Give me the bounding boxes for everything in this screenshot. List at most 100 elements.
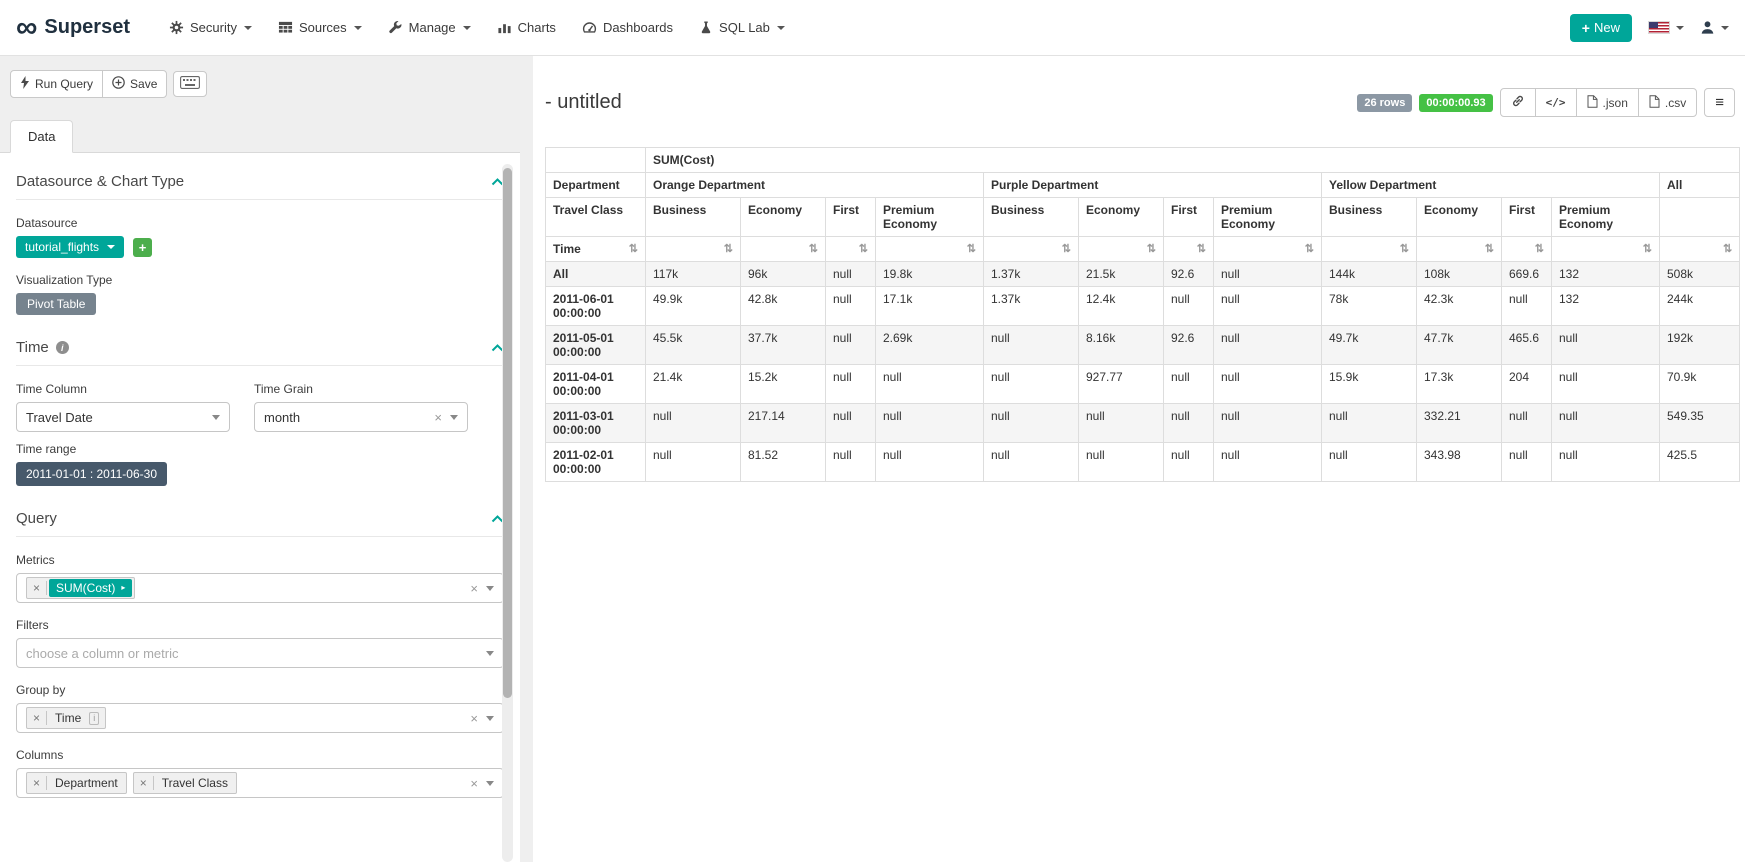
- sort-icon[interactable]: ⇅: [967, 242, 976, 255]
- sort-icon[interactable]: ⇅: [629, 242, 638, 255]
- panel-tabs: Data: [0, 120, 520, 153]
- table-cell: 37.7k: [741, 326, 826, 365]
- language-menu[interactable]: [1648, 21, 1684, 34]
- export-csv-button[interactable]: .csv: [1638, 88, 1697, 117]
- panel-scrollbar[interactable]: [502, 164, 513, 862]
- sort-icon[interactable]: ⇅: [809, 242, 818, 255]
- sort-header-cell[interactable]: ⇅: [1164, 237, 1214, 262]
- sort-icon[interactable]: ⇅: [1147, 242, 1156, 255]
- sort-icon[interactable]: ⇅: [859, 242, 868, 255]
- table-cell: null: [1502, 443, 1552, 482]
- table-cell: 343.98: [1417, 443, 1502, 482]
- time-column-select[interactable]: Travel Date: [16, 402, 230, 432]
- clear-icon[interactable]: ×: [470, 711, 478, 726]
- sort-header-cell[interactable]: ⇅: [876, 237, 984, 262]
- sort-icon[interactable]: ⇅: [1535, 242, 1544, 255]
- embed-code-button[interactable]: </>: [1535, 88, 1577, 117]
- travel-class-header: First: [1164, 198, 1214, 237]
- table-cell: 19.8k: [876, 262, 984, 287]
- sort-header-cell[interactable]: ⇅: [1502, 237, 1552, 262]
- metrics-select[interactable]: × SUM(Cost) ▸ ×: [16, 573, 504, 603]
- save-label: Save: [130, 77, 157, 91]
- table-cell: 1.37k: [984, 262, 1079, 287]
- table-cell: null: [646, 404, 741, 443]
- table-cell: 669.6: [1502, 262, 1552, 287]
- keyboard-shortcuts-button[interactable]: [173, 71, 207, 97]
- table-cell: null: [1322, 443, 1417, 482]
- sort-header-cell[interactable]: ⇅: [1079, 237, 1164, 262]
- new-button[interactable]: + New: [1570, 14, 1632, 42]
- scrollbar-thumb[interactable]: [503, 168, 512, 698]
- viz-type-button[interactable]: Pivot Table: [16, 293, 96, 315]
- nav-item-sql-lab[interactable]: SQL Lab: [686, 0, 798, 55]
- panel-body: Datasource & Chart Type Datasource tutor…: [0, 153, 520, 862]
- tab-data[interactable]: Data: [10, 120, 73, 153]
- remove-groupby-icon[interactable]: ×: [27, 711, 47, 725]
- nav-label: SQL Lab: [719, 20, 770, 35]
- nav-item-dashboards[interactable]: Dashboards: [569, 0, 686, 55]
- selected-value: Travel Date: [26, 410, 93, 425]
- chart-title[interactable]: - untitled: [545, 91, 622, 114]
- nav-item-security[interactable]: Security: [156, 0, 265, 55]
- control-panel: Run Query Save Data Datasource & Chart T…: [0, 56, 520, 862]
- save-button[interactable]: Save: [102, 70, 167, 98]
- sort-header-cell[interactable]: ⇅: [1552, 237, 1660, 262]
- table-cell: 332.21: [1417, 404, 1502, 443]
- travel-class-header: Business: [1322, 198, 1417, 237]
- remove-column-icon[interactable]: ×: [134, 776, 154, 790]
- export-json-button[interactable]: .json: [1576, 88, 1639, 117]
- table-cell: 217.14: [741, 404, 826, 443]
- sort-icon[interactable]: ⇅: [1643, 242, 1652, 255]
- table-cell: 15.9k: [1322, 365, 1417, 404]
- chevron-down-icon: [486, 716, 494, 721]
- table-cell: null: [984, 365, 1079, 404]
- time-grain-select[interactable]: month ×: [254, 402, 468, 432]
- sort-header-cell[interactable]: ⇅: [1214, 237, 1322, 262]
- time-range-button[interactable]: 2011-01-01 : 2011-06-30: [16, 462, 167, 486]
- clear-icon[interactable]: ×: [470, 776, 478, 791]
- menu-button[interactable]: ≡: [1704, 88, 1735, 117]
- sort-icon[interactable]: ⇅: [1197, 242, 1206, 255]
- sort-header-cell[interactable]: ⇅: [1417, 237, 1502, 262]
- sort-icon[interactable]: ⇅: [1062, 242, 1071, 255]
- sort-header-cell[interactable]: Time ⇅: [546, 237, 646, 262]
- sort-header-cell[interactable]: ⇅: [1660, 237, 1740, 262]
- nav-item-manage[interactable]: Manage: [375, 0, 484, 55]
- datasource-button[interactable]: tutorial_flights: [16, 236, 124, 258]
- user-menu[interactable]: [1700, 20, 1729, 35]
- file-icon: [1587, 95, 1598, 111]
- metric-header-row: SUM(Cost): [546, 148, 1740, 173]
- sort-header-cell[interactable]: ⇅: [741, 237, 826, 262]
- info-icon: i: [56, 341, 69, 354]
- table-cell: null: [1164, 443, 1214, 482]
- sort-icon[interactable]: ⇅: [1485, 242, 1494, 255]
- nav-item-sources[interactable]: Sources: [265, 0, 375, 55]
- remove-metric-icon[interactable]: ×: [27, 581, 47, 595]
- sort-icon[interactable]: ⇅: [1400, 242, 1409, 255]
- sort-header-cell[interactable]: ⇅: [646, 237, 741, 262]
- sort-header-cell[interactable]: ⇅: [984, 237, 1079, 262]
- row-label: All: [546, 262, 646, 287]
- filters-select[interactable]: choose a column or metric: [16, 638, 504, 668]
- clear-icon[interactable]: ×: [434, 410, 442, 425]
- metric-chip[interactable]: SUM(Cost) ▸: [49, 579, 132, 597]
- sort-header-cell[interactable]: ⇅: [1322, 237, 1417, 262]
- sort-icon[interactable]: ⇅: [1305, 242, 1314, 255]
- chart-header: - untitled 26 rows 00:00:00.93 </> .json…: [545, 88, 1737, 117]
- columns-select[interactable]: × Department × Travel Class ×: [16, 768, 504, 798]
- column-token: × Department: [26, 772, 127, 794]
- table-cell: null: [1214, 365, 1322, 404]
- brand[interactable]: ∞ Superset: [16, 16, 130, 40]
- sort-icon[interactable]: ⇅: [724, 242, 733, 255]
- share-link-button[interactable]: [1500, 88, 1536, 117]
- nav-item-charts[interactable]: Charts: [484, 0, 569, 55]
- clear-icon[interactable]: ×: [470, 581, 478, 596]
- sort-icon[interactable]: ⇅: [1723, 242, 1732, 255]
- link-icon: [1511, 94, 1525, 111]
- remove-column-icon[interactable]: ×: [27, 776, 47, 790]
- section-title: Time: [16, 339, 49, 356]
- sort-header-cell[interactable]: ⇅: [826, 237, 876, 262]
- run-query-button[interactable]: Run Query: [10, 70, 103, 98]
- add-datasource-button[interactable]: +: [133, 238, 152, 257]
- groupby-select[interactable]: × Time i ×: [16, 703, 504, 733]
